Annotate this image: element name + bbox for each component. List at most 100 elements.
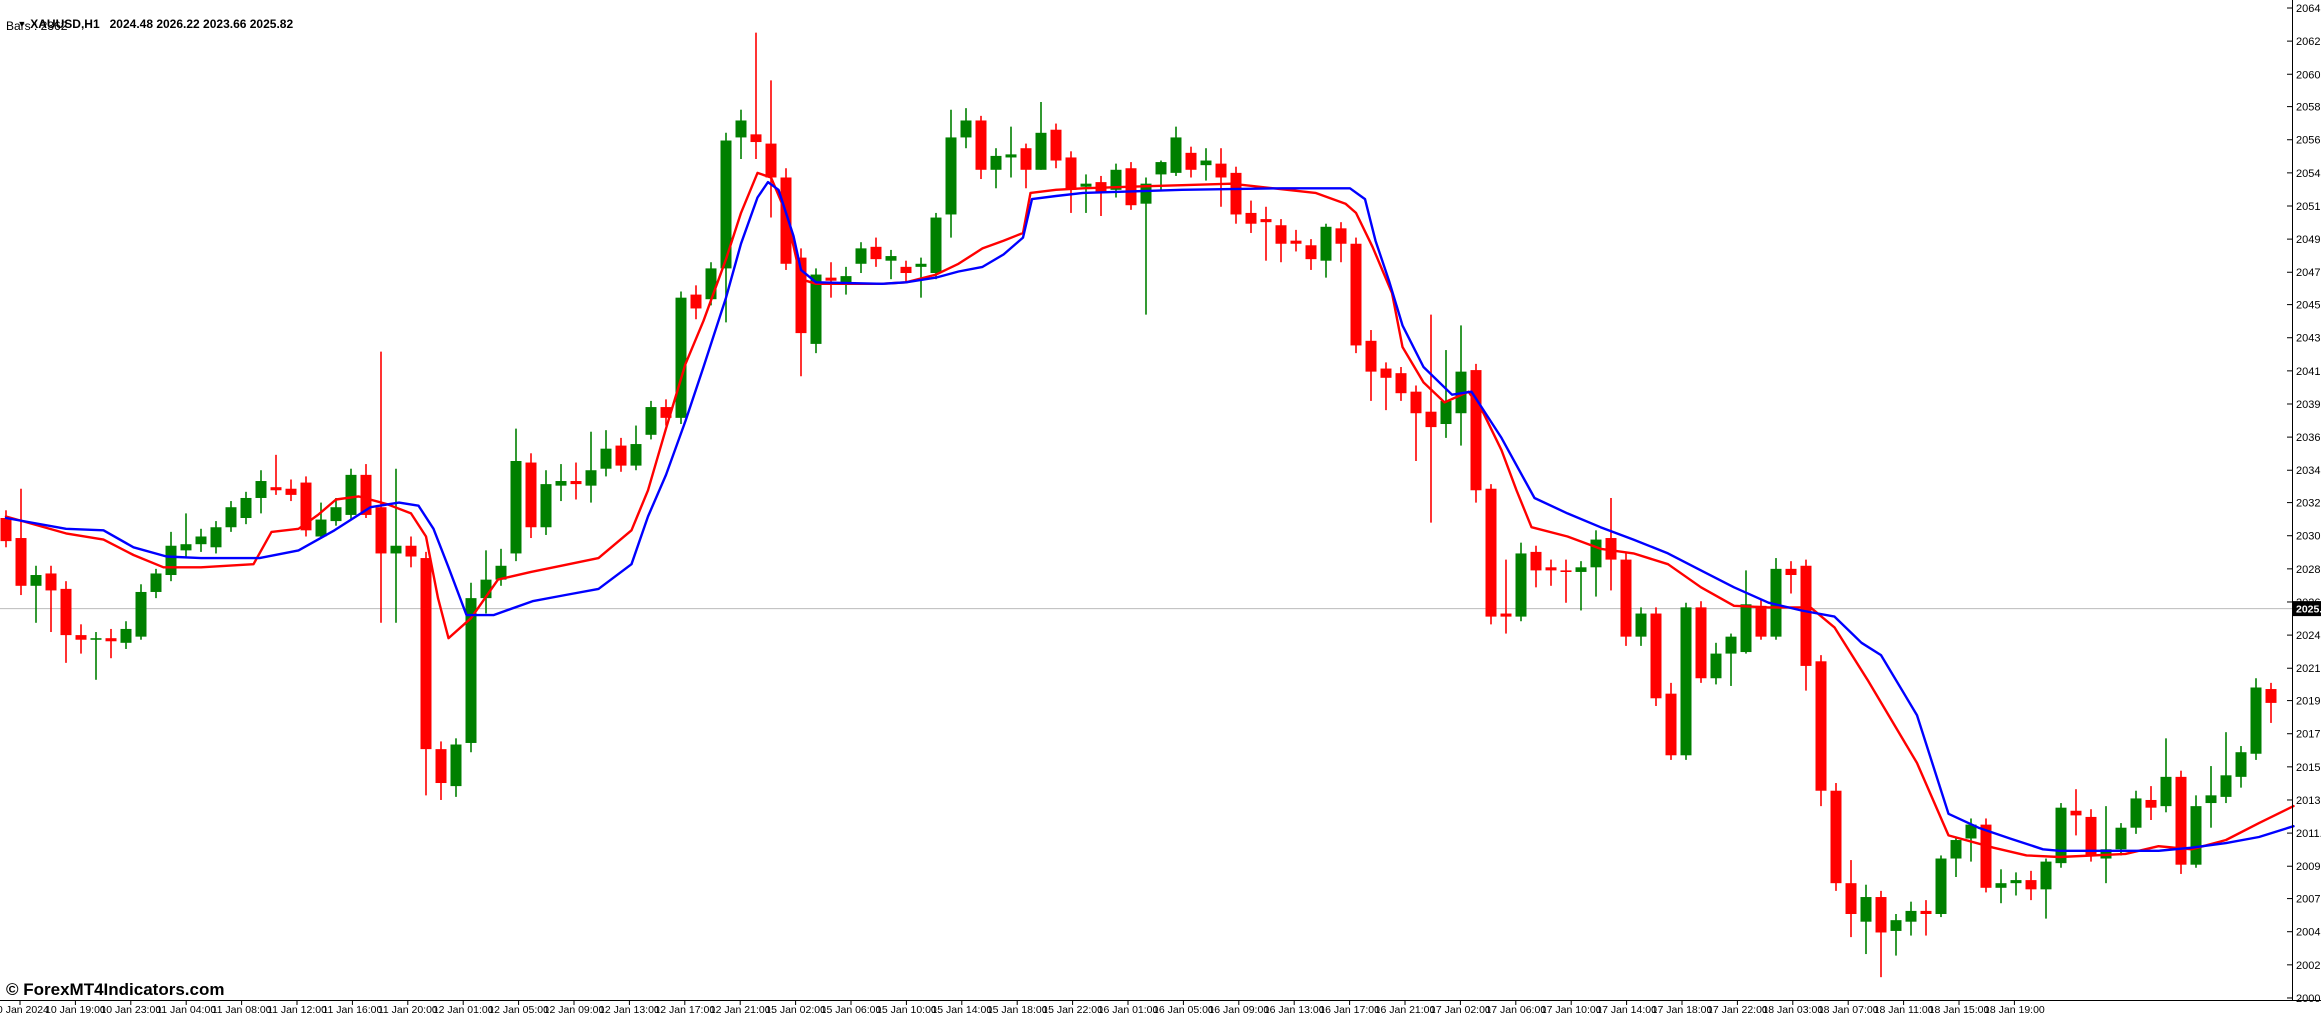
bear-candle-body [1830,790,1842,884]
time-axis-label: 16 Jan 09:00 [1208,1004,1269,1016]
bear-candle-body [1245,212,1257,224]
candles-layer [0,32,2277,978]
bear-candle-body [1800,565,1812,666]
ma-slow-blue-line [4,180,2295,852]
time-axis-label: 11 Jan 12:00 [267,1004,327,1016]
bear-candle-body [765,143,777,178]
time-axis-label: 12 Jan 01:00 [433,1004,494,1016]
bull-candle-body [450,744,462,787]
bear-candle-body [420,558,432,750]
bull-candle-body [135,591,147,637]
bear-candle-body [1545,567,1557,571]
bear-candle-body [1260,219,1272,223]
bear-candle-body [1380,368,1392,378]
bull-candle-body [1770,568,1782,637]
bull-candle-body [315,519,327,537]
price-axis-label: 2017.70 [2296,729,2321,741]
bull-candle-body [195,536,207,545]
bull-candle-body [2250,687,2262,754]
symbol-dropdown-icon[interactable]: ▼ [17,19,27,29]
bull-candle-body [630,444,642,466]
bear-candle-body [435,749,447,784]
time-axis-label: 10 Jan 2024 [0,1004,49,1016]
bull-candle-body [180,544,192,551]
price-axis[interactable]: 2064.80 2062.65 2060.50 2058.40 2056.25 2054.… [2287,0,2321,1005]
bull-candle-body [1905,910,1917,922]
time-axis-label: 15 Jan 22:00 [1042,1004,1103,1016]
bull-candle-body [1140,183,1152,204]
time-axis-label: 10 Jan 19:00 [45,1004,106,1016]
bull-candle-body [720,140,732,269]
price-axis-label: 2013.40 [2296,795,2321,807]
bull-candle-body [810,274,822,344]
time-axis-label: 17 Jan 10:00 [1541,1004,1602,1016]
bull-candle-body [2235,752,2247,777]
bull-candle-body [2160,776,2172,807]
bull-candle-body [1860,897,1872,922]
time-axis-label: 11 Jan 20:00 [378,1004,438,1016]
bear-candle-body [1275,225,1287,244]
bull-candle-body [1575,567,1587,572]
time-axis-label: 15 Jan 18:00 [987,1004,1048,1016]
bear-candle-body [1065,157,1077,190]
bear-candle-body [1875,897,1887,933]
bear-candle-body [1020,148,1032,170]
price-axis-label: 2009.10 [2296,861,2321,873]
bull-candle-body [90,638,102,640]
price-axis-label: 2002.70 [2296,960,2321,972]
bear-candle-body [1470,370,1482,491]
bear-candle-body [300,482,312,531]
time-axis-label: 12 Jan 13:00 [599,1004,660,1016]
bear-candle-body [1785,568,1797,576]
bear-candle-body [2085,816,2097,856]
price-axis-label: 2064.80 [2296,3,2321,15]
bull-candle-body [2115,827,2127,850]
bull-candle-body [2010,880,2022,884]
bear-candle-body [60,588,72,636]
bull-candle-body [930,217,942,274]
bear-candle-body [2070,810,2082,816]
price-axis-label: 2021.95 [2296,663,2321,675]
time-axis-label: 18 Jan 07:00 [1818,1004,1879,1016]
bear-candle-body [1920,910,1932,914]
time-axis-label: 15 Jan 14:00 [931,1004,992,1016]
bull-candle-body [1995,883,2007,888]
bear-candle-body [1305,245,1317,260]
time-axis-label: 18 Jan 11:00 [1874,1004,1934,1016]
bear-candle-body [570,481,582,485]
bear-candle-body [1050,129,1062,161]
bear-candle-body [1410,391,1422,414]
time-axis-label: 11 Jan 04:00 [156,1004,216,1016]
bear-candle-body [105,638,117,642]
time-axis-label: 17 Jan 22:00 [1707,1004,1768,1016]
bull-candle-body [1590,539,1602,568]
bull-candle-body [2040,861,2052,890]
time-axis-label: 17 Jan 18:00 [1652,1004,1713,1016]
price-axis-label: 2004.85 [2296,927,2321,939]
bear-candle-body [1290,240,1302,244]
bear-candle-body [1845,883,1857,914]
bull-candle-body [120,628,132,643]
bull-candle-body [1950,840,1962,859]
bull-candle-body [990,155,1002,170]
bull-candle-body [1200,160,1212,166]
bull-candle-body [150,573,162,592]
bear-candle-body [750,134,762,143]
price-axis-label: 2039.10 [2296,399,2321,411]
bear-candle-body [1215,163,1227,178]
bull-candle-body [1635,613,1647,637]
bull-candle-body [840,276,852,283]
bull-candle-body [1005,154,1017,158]
bear-candle-body [1980,824,1992,888]
price-axis-label: 2043.40 [2296,333,2321,345]
bull-candle-body [30,575,42,586]
bear-candle-body [375,507,387,554]
price-axis-label: 2058.40 [2296,102,2321,114]
bear-candle-body [1755,605,1767,637]
bull-candle-body [1965,824,1977,839]
time-axis-label: 12 Jan 17:00 [654,1004,715,1016]
price-axis-label: 2062.65 [2296,36,2321,48]
bear-candle-body [825,277,837,281]
